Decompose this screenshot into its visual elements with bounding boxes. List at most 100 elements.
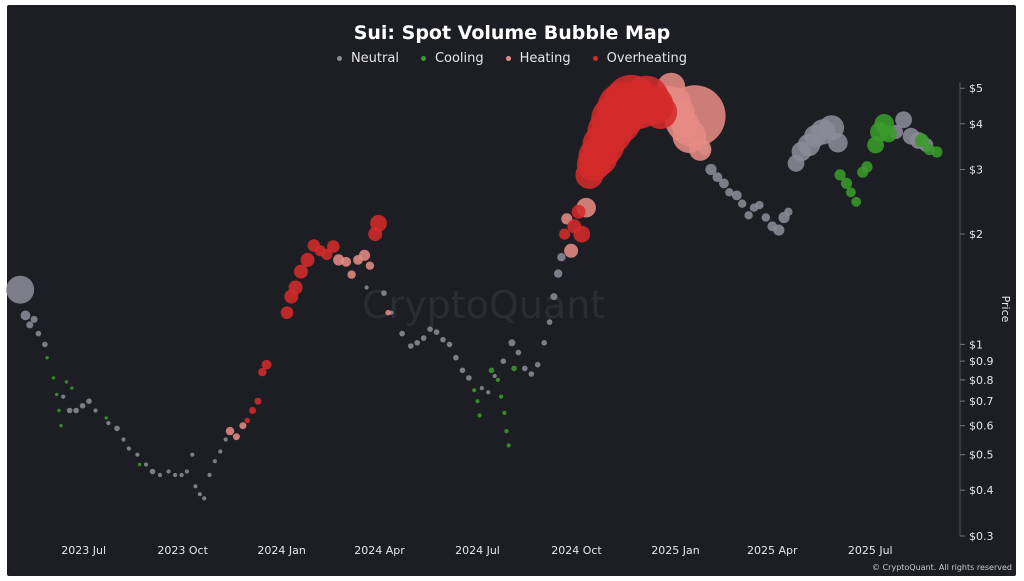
bubble-neutral[interactable] bbox=[744, 211, 753, 220]
bubble-neutral[interactable] bbox=[73, 407, 79, 414]
bubble-neutral[interactable] bbox=[173, 472, 178, 478]
bubble-cooling[interactable] bbox=[57, 408, 61, 413]
legend-item-overheating[interactable]: Overheating bbox=[592, 51, 687, 66]
bubble-cooling[interactable] bbox=[851, 196, 862, 207]
bubble-neutral[interactable] bbox=[492, 373, 497, 379]
bubble-heating[interactable] bbox=[225, 426, 235, 436]
bubble-heating[interactable] bbox=[664, 85, 726, 147]
bubble-overheating[interactable] bbox=[300, 252, 315, 267]
bubble-neutral[interactable] bbox=[486, 390, 491, 395]
bubble-neutral[interactable] bbox=[66, 407, 73, 414]
bubble-overheating[interactable] bbox=[261, 359, 272, 370]
bubble-neutral[interactable] bbox=[433, 329, 440, 335]
bubble-neutral[interactable] bbox=[738, 199, 747, 208]
bubble-cooling[interactable] bbox=[861, 161, 873, 173]
bubble-heating[interactable] bbox=[385, 309, 392, 316]
bubble-neutral[interactable] bbox=[106, 421, 111, 426]
bubble-cooling[interactable] bbox=[59, 424, 63, 428]
bubble-heating[interactable] bbox=[365, 261, 375, 270]
bubble-overheating[interactable] bbox=[249, 407, 257, 414]
bubble-heating[interactable] bbox=[232, 433, 240, 441]
bubble-heating[interactable] bbox=[689, 138, 712, 161]
bubble-cooling[interactable] bbox=[137, 462, 142, 467]
bubble-overheating[interactable] bbox=[643, 95, 678, 129]
bubble-cooling[interactable] bbox=[51, 376, 56, 380]
bubble-cooling[interactable] bbox=[931, 146, 943, 158]
bubble-neutral[interactable] bbox=[20, 310, 31, 321]
bubble-neutral[interactable] bbox=[30, 315, 38, 323]
bubble-neutral[interactable] bbox=[541, 340, 547, 346]
bubble-overheating[interactable] bbox=[258, 367, 267, 377]
bubble-neutral[interactable] bbox=[149, 468, 156, 475]
bubble-neutral[interactable] bbox=[705, 163, 717, 176]
bubble-neutral[interactable] bbox=[828, 132, 848, 153]
bubble-cooling[interactable] bbox=[55, 392, 59, 397]
bubble-neutral[interactable] bbox=[522, 365, 528, 372]
bubble-neutral[interactable] bbox=[197, 492, 202, 497]
bubble-neutral[interactable] bbox=[427, 326, 433, 333]
bubble-overheating[interactable] bbox=[327, 240, 340, 253]
bubble-neutral[interactable] bbox=[184, 469, 189, 474]
bubble-cooling[interactable] bbox=[846, 187, 856, 198]
bubble-neutral[interactable] bbox=[554, 269, 563, 278]
bubble-cooling[interactable] bbox=[64, 380, 69, 384]
bubble-neutral[interactable] bbox=[453, 354, 459, 361]
bubble-overheating[interactable] bbox=[288, 280, 303, 295]
bubble-neutral[interactable] bbox=[420, 335, 427, 341]
bubble-cooling[interactable] bbox=[502, 410, 507, 415]
bubble-neutral[interactable] bbox=[557, 253, 566, 262]
bubble-cooling[interactable] bbox=[70, 386, 74, 390]
bubble-overheating[interactable] bbox=[559, 228, 571, 240]
bubble-cooling[interactable] bbox=[834, 169, 846, 181]
bubble-neutral[interactable] bbox=[459, 367, 466, 374]
bubble-neutral[interactable] bbox=[550, 293, 558, 301]
bubble-overheating[interactable] bbox=[573, 225, 591, 243]
bubble-neutral[interactable] bbox=[515, 349, 522, 356]
bubble-neutral[interactable] bbox=[179, 472, 184, 478]
bubble-neutral[interactable] bbox=[755, 200, 764, 210]
bubble-overheating[interactable] bbox=[244, 417, 250, 424]
bubble-neutral[interactable] bbox=[773, 224, 785, 236]
chart-legend[interactable]: Neutral Cooling Heating Overheating bbox=[0, 51, 1024, 66]
bubble-cooling[interactable] bbox=[914, 133, 929, 148]
bubble-heating[interactable] bbox=[341, 256, 352, 267]
bubble-neutral[interactable] bbox=[500, 358, 507, 365]
bubble-neutral[interactable] bbox=[93, 408, 98, 413]
bubble-heating[interactable] bbox=[347, 270, 356, 279]
bubble-neutral[interactable] bbox=[218, 449, 223, 454]
bubble-cooling[interactable] bbox=[104, 416, 108, 420]
bubble-neutral[interactable] bbox=[42, 341, 48, 348]
bubble-neutral[interactable] bbox=[202, 496, 207, 501]
bubble-neutral[interactable] bbox=[466, 375, 472, 381]
bubble-neutral[interactable] bbox=[479, 386, 484, 391]
bubble-neutral[interactable] bbox=[166, 469, 171, 474]
bubble-neutral[interactable] bbox=[731, 190, 742, 201]
bubble-neutral[interactable] bbox=[895, 111, 912, 129]
bubble-cooling[interactable] bbox=[506, 443, 511, 448]
bubble-overheating[interactable] bbox=[370, 214, 387, 232]
bubble-neutral[interactable] bbox=[719, 178, 729, 189]
bubble-neutral[interactable] bbox=[223, 437, 228, 442]
bubble-overheating[interactable] bbox=[321, 248, 333, 260]
bubble-neutral[interactable] bbox=[725, 188, 734, 197]
bubble-cooling[interactable] bbox=[840, 177, 853, 189]
legend-item-heating[interactable]: Heating bbox=[505, 51, 571, 66]
bubble-neutral[interactable] bbox=[26, 321, 34, 329]
bubble-heating[interactable] bbox=[239, 422, 247, 430]
bubble-cooling[interactable] bbox=[499, 394, 504, 399]
bubble-neutral[interactable] bbox=[6, 275, 35, 304]
bubble-neutral[interactable] bbox=[35, 330, 42, 337]
bubble-neutral[interactable] bbox=[399, 330, 405, 337]
bubble-cooling[interactable] bbox=[45, 356, 49, 360]
bubble-neutral[interactable] bbox=[126, 446, 131, 451]
bubble-overheating[interactable] bbox=[254, 397, 262, 405]
bubble-heating[interactable] bbox=[358, 249, 371, 261]
bubble-neutral[interactable] bbox=[440, 336, 446, 343]
bubble-neutral[interactable] bbox=[190, 452, 195, 457]
bubble-neutral[interactable] bbox=[86, 398, 92, 405]
bubble-neutral[interactable] bbox=[546, 319, 553, 325]
bubble-neutral[interactable] bbox=[381, 290, 387, 296]
bubble-neutral[interactable] bbox=[79, 403, 86, 409]
bubble-cooling[interactable] bbox=[472, 388, 477, 393]
